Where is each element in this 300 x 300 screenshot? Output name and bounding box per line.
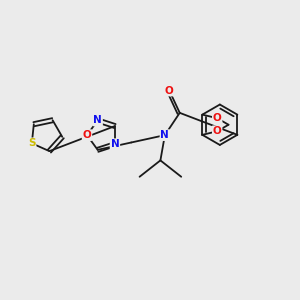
Text: O: O [213, 113, 222, 123]
Text: O: O [213, 126, 222, 136]
Text: O: O [165, 85, 174, 96]
Text: S: S [28, 138, 36, 148]
Text: O: O [82, 130, 91, 140]
Text: N: N [160, 130, 169, 140]
Text: N: N [111, 139, 119, 149]
Text: N: N [93, 116, 102, 125]
